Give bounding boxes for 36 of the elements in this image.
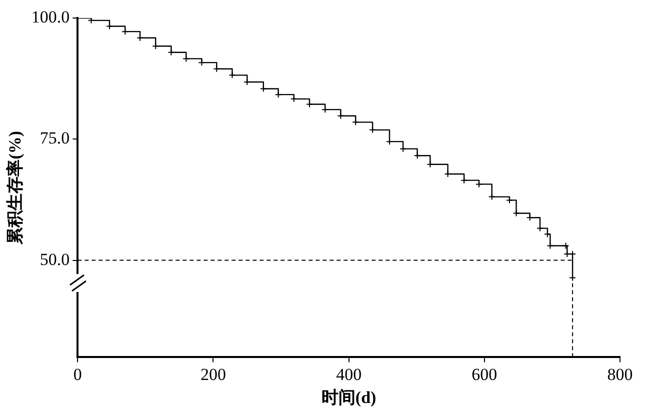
point	[426, 160, 434, 168]
point	[290, 95, 298, 102]
x-tick-label: 400	[336, 364, 362, 384]
y-axis-title: 累积生存率(%)	[6, 130, 25, 246]
point	[414, 152, 421, 160]
point	[526, 214, 534, 222]
x-tick-label: 200	[200, 364, 226, 384]
x-tick-label: 800	[607, 364, 633, 384]
y-tick-label: 50.0	[40, 250, 70, 269]
point	[488, 193, 496, 200]
point	[562, 242, 570, 250]
point	[213, 65, 220, 72]
point	[260, 85, 267, 92]
point	[546, 242, 554, 250]
point	[88, 18, 95, 24]
point	[352, 118, 360, 126]
point	[322, 106, 329, 114]
point	[544, 230, 551, 238]
point	[136, 34, 144, 42]
y-tick-label: 75.0	[40, 128, 70, 148]
point	[182, 55, 190, 62]
point	[152, 42, 160, 50]
point	[512, 210, 520, 217]
point	[460, 176, 468, 184]
point	[168, 48, 175, 56]
point	[228, 72, 236, 79]
point	[369, 126, 376, 134]
point	[400, 145, 407, 152]
point	[337, 112, 344, 120]
x-tick-label: 600	[472, 364, 498, 384]
x-axis-title: 时间(d)	[321, 388, 376, 408]
point	[198, 59, 206, 66]
y-tick-label: 100.0	[31, 7, 70, 26]
point	[122, 28, 129, 36]
x-tick-label: 0	[73, 364, 82, 384]
point	[274, 91, 282, 98]
